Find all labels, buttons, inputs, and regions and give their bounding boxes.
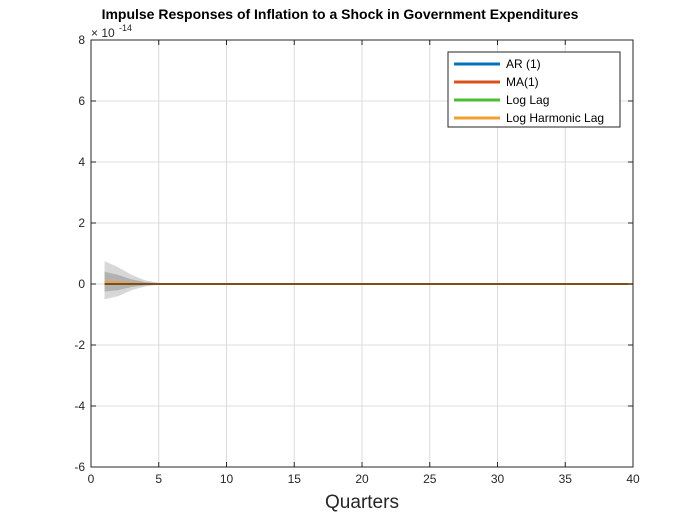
x-tick-label: 10 — [220, 472, 234, 486]
legend-label-4: Log Harmonic Lag — [506, 111, 604, 125]
y-tick-label: -6 — [74, 460, 85, 474]
confidence-band-2 — [104, 271, 173, 292]
x-tick-label: 25 — [423, 472, 437, 486]
y-exponent-base: × 10 — [91, 26, 115, 40]
y-tick-label: 6 — [78, 94, 85, 108]
y-exponent-power: -14 — [119, 23, 132, 33]
x-tick-label: 20 — [355, 472, 369, 486]
axis-ticks: 0 5 10 15 20 25 30 35 40 -6 -4 -2 0 2 4 6 8 — [74, 33, 640, 486]
y-tick-label: 0 — [78, 277, 85, 291]
y-tick-label: -2 — [74, 338, 85, 352]
y-axis-exponent: × 10 -14 — [91, 23, 132, 40]
x-tick-label: 40 — [626, 472, 640, 486]
confidence-band-1 — [104, 261, 173, 300]
legend-label-1: AR (1) — [506, 57, 541, 71]
legend: AR (1) MA(1) Log Lag Log Harmonic Lag — [447, 51, 621, 128]
x-tick-label: 35 — [559, 472, 573, 486]
y-tick-label: 8 — [78, 33, 85, 47]
legend-label-3: Log Lag — [506, 93, 549, 107]
x-tick-label: 5 — [155, 472, 162, 486]
y-tick-label: -4 — [74, 399, 85, 413]
x-axis-label: Quarters — [325, 492, 399, 513]
x-tick-label: 0 — [88, 472, 95, 486]
y-tick-label: 2 — [78, 216, 85, 230]
legend-label-2: MA(1) — [506, 75, 539, 89]
y-tick-label: 4 — [78, 155, 85, 169]
x-tick-label: 30 — [491, 472, 505, 486]
x-tick-label: 15 — [288, 472, 302, 486]
chart-title: Impulse Responses of Inflation to a Shoc… — [102, 6, 579, 22]
